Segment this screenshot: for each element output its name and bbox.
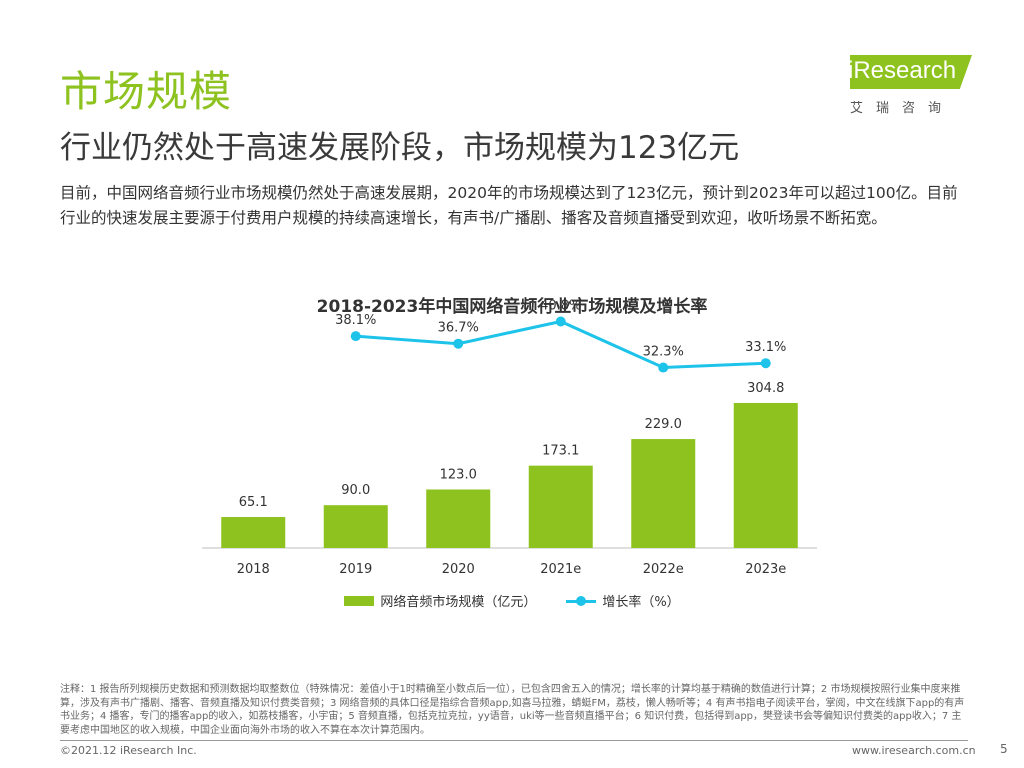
bar-2018 <box>221 517 286 548</box>
growth-rate-point-2021e <box>555 316 566 327</box>
footnote: 注释：1 报告所列规模历史数据和预测数据均取整数位（特殊情况：差值小于1时精确至… <box>60 684 965 736</box>
bar-2019 <box>323 505 388 548</box>
page-subtitle: 行业仍然处于高速发展阶段，市场规模为123亿元 <box>60 130 740 166</box>
page-title: 市场规模 <box>60 67 233 116</box>
logo-subtext: 艾瑞咨询 <box>850 101 955 116</box>
bar-value-label-2018: 65.1 <box>239 495 268 510</box>
bar-2021e <box>528 465 593 548</box>
growth-rate-point-2020 <box>453 338 464 349</box>
bar-2022e <box>631 439 696 548</box>
website-url: www.iresearch.com.cn <box>852 744 976 757</box>
growth-rate-point-2022e <box>658 362 669 373</box>
x-tick-label-2023e: 2023e <box>745 562 786 577</box>
x-tick-label-2022e: 2022e <box>643 562 684 577</box>
bar-2023e <box>733 403 798 548</box>
growth-rate-label-2022e: 32.3% <box>643 345 684 360</box>
bar-value-label-2019: 90.0 <box>341 483 370 498</box>
x-tick-label-2021e: 2021e <box>540 562 581 577</box>
x-tick-label-2020: 2020 <box>442 562 475 577</box>
x-tick-label-2019: 2019 <box>339 562 372 577</box>
iresearch-logo: iResearch 艾瑞咨询 <box>846 55 976 117</box>
legend-line-swatch <box>566 595 597 606</box>
bar-value-label-2021e: 173.1 <box>542 444 579 459</box>
growth-rate-label-2021e: 40.8% <box>540 299 581 314</box>
chart-legend: 网络音频市场规模（亿元） 增长率（%） <box>0 591 1024 610</box>
chart-title: 2018-2023年中国网络音频行业市场规模及增长率 <box>316 297 708 317</box>
intro-paragraph: 目前，中国网络音频行业市场规模仍然处于高速发展期，2020年的市场规模达到了12… <box>60 184 958 227</box>
bar-value-label-2022e: 229.0 <box>645 417 682 432</box>
page-number: 5 <box>1000 742 1008 756</box>
copyright: ©2021.12 iResearch Inc. <box>60 744 197 757</box>
legend-item-line: 增长率（%） <box>566 591 680 610</box>
growth-rate-point-2019 <box>350 331 361 342</box>
growth-rate-line <box>355 319 766 370</box>
legend-bar-swatch <box>344 595 375 606</box>
legend-item-bar: 网络音频市场规模（亿元） <box>344 591 536 610</box>
growth-rate-label-2019: 38.1% <box>335 313 376 328</box>
legend-line-label: 增长率（%） <box>602 595 680 610</box>
growth-rate-label-2020: 36.7% <box>438 321 479 336</box>
logo-text: iResearch <box>848 57 957 84</box>
footer-divider <box>60 740 968 741</box>
bar-2020 <box>426 489 491 548</box>
growth-rate-label-2023e: 33.1% <box>745 340 786 355</box>
bar-value-label-2020: 123.0 <box>440 467 477 482</box>
x-tick-label-2018: 2018 <box>237 562 270 577</box>
growth-rate-point-2023e <box>760 358 771 369</box>
legend-bar-label: 网络音频市场规模（亿元） <box>380 595 537 610</box>
bar-value-label-2023e: 304.8 <box>747 381 784 396</box>
logo-bar <box>850 55 972 89</box>
